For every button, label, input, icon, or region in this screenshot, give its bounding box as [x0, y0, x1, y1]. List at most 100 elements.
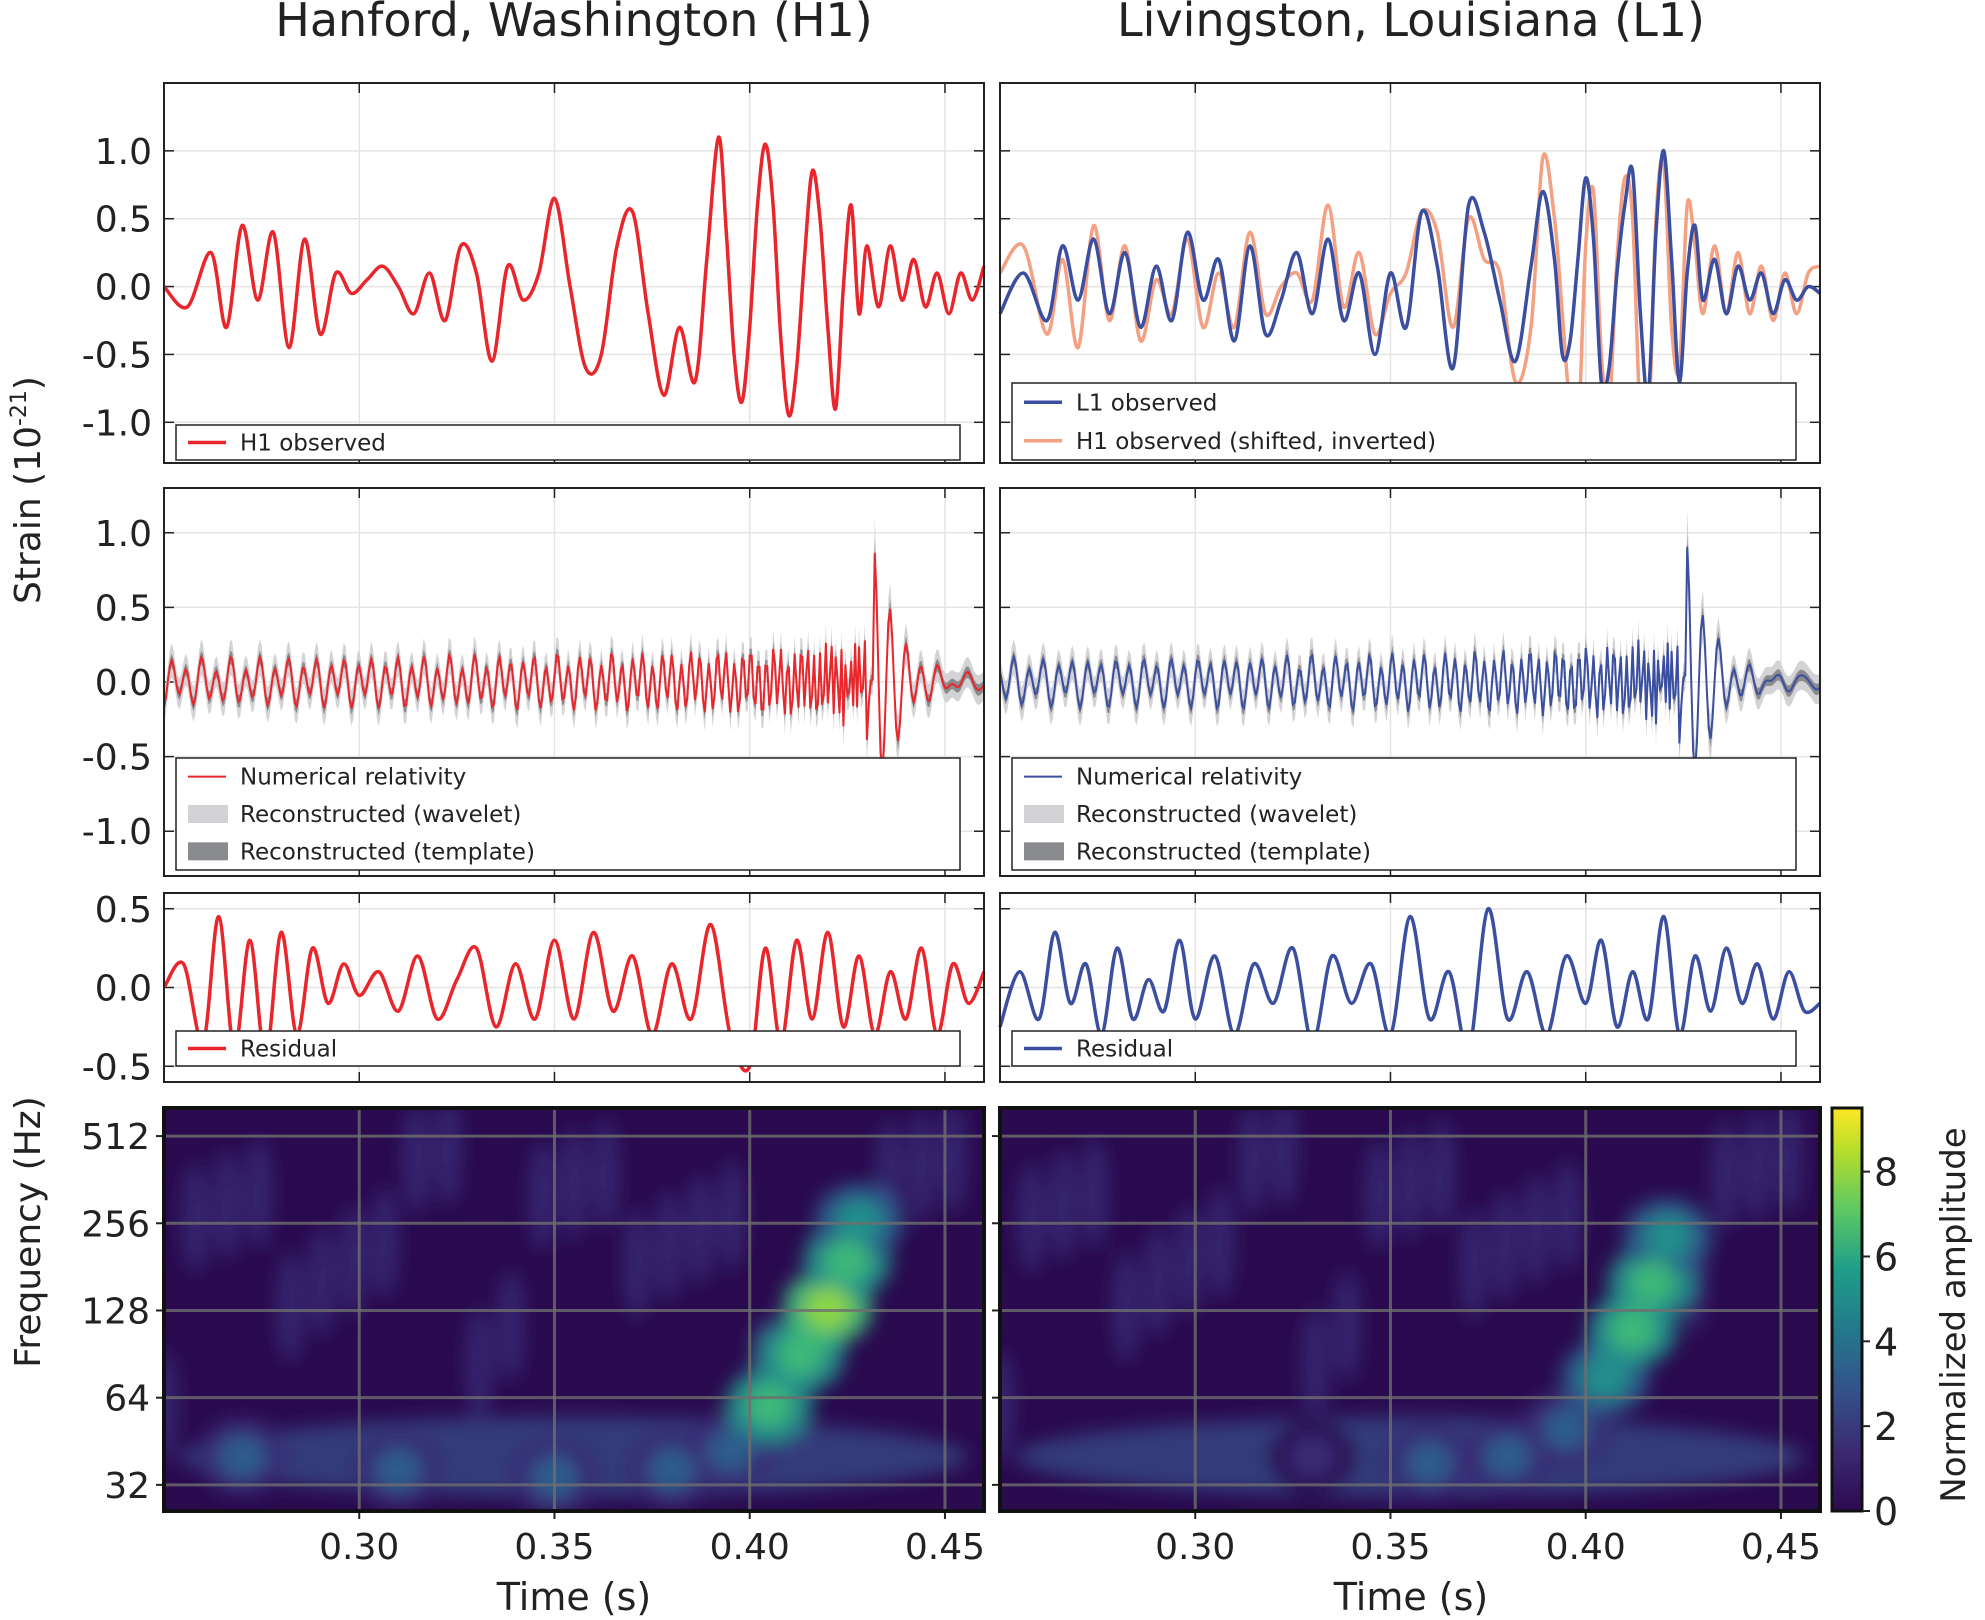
panel-l1-residual: Residual	[998, 892, 1822, 1083]
background-blob	[181, 1162, 210, 1273]
legend-label: H1 observed	[240, 431, 386, 457]
x-tick-label: 0,45	[1741, 1527, 1821, 1568]
legend-label: Reconstructed (wavelet)	[240, 802, 521, 828]
background-blob	[1000, 1350, 1014, 1461]
background-blob	[1049, 1150, 1078, 1261]
legend-label: Numerical relativity	[1076, 765, 1302, 791]
frequency-y-label: Frequency (Hz)	[8, 1096, 49, 1367]
background-blob	[1269, 1108, 1298, 1206]
spectrogram-energy	[1000, 1108, 1804, 1502]
background-blob	[654, 1190, 683, 1301]
legend-box	[175, 424, 961, 461]
background-blob	[1238, 1108, 1267, 1215]
background-blob	[496, 1271, 525, 1382]
track-core	[745, 1383, 794, 1428]
colorbar-tick-label: 8	[1874, 1151, 1898, 1195]
background-blob	[1206, 1187, 1235, 1298]
panel-frame	[999, 487, 1821, 877]
track-core	[1483, 1434, 1532, 1479]
background-blob	[465, 1308, 494, 1419]
y-tick-label: 0.0	[95, 969, 152, 1010]
track-core	[706, 1428, 755, 1473]
background-blob	[1459, 1209, 1488, 1320]
panel-frame	[163, 487, 985, 877]
track-core	[1405, 1441, 1454, 1486]
legend-swatch	[188, 805, 228, 823]
y-tick-label: 512	[81, 1117, 150, 1158]
y-tick-label: 0.5	[95, 588, 152, 629]
legend-label: H1 observed (shifted, inverted)	[1076, 429, 1436, 455]
panel-h1-spectrogram: 512 256 128 64 32 0.30 0.35 0.40 0.45	[81, 1106, 986, 1568]
y-tick-label: 32	[104, 1466, 150, 1507]
y-tick-label: 0.0	[95, 268, 152, 309]
column-title-h1: Hanford, Washington (H1)	[275, 0, 873, 47]
track-core	[1608, 1307, 1657, 1352]
background-blob	[1742, 1111, 1771, 1222]
track-core	[1288, 1434, 1337, 1479]
panel-l1-reconstructed: Numerical relativity Reconstructed (wavel…	[999, 487, 1821, 877]
background-blob	[560, 1129, 588, 1240]
legend-label: Residual	[240, 1037, 337, 1063]
background-blob	[402, 1108, 431, 1215]
panel-background	[164, 83, 984, 463]
legend-label: L1 observed	[1076, 390, 1217, 416]
background-blob	[1553, 1160, 1582, 1271]
l1-observed-line	[998, 149, 1822, 399]
column-title-l1: Livingston, Louisiana (L1)	[1117, 0, 1705, 47]
panel-frame	[163, 892, 985, 1083]
background-blob	[1080, 1138, 1109, 1249]
track-core	[823, 1238, 872, 1283]
track-core	[647, 1448, 696, 1493]
background-blob	[1396, 1129, 1424, 1240]
x-tick-label: 0.40	[1546, 1527, 1626, 1568]
background-blob	[938, 1108, 967, 1213]
background-blob	[164, 1350, 178, 1461]
background-blob	[686, 1174, 715, 1285]
background-blob	[717, 1160, 746, 1271]
panel-h1-reconstructed: 1.0 0.5 0.0 -0.5 -1.0 Numerical relativity Rec…	[82, 487, 985, 877]
background-blob	[1301, 1308, 1330, 1419]
legend-swatch	[188, 842, 228, 861]
track-core	[1628, 1260, 1677, 1305]
h1-observed-line	[162, 135, 986, 418]
background-blob	[1364, 1140, 1393, 1251]
panel-frame	[999, 892, 1821, 1083]
legend-swatch	[1024, 842, 1064, 861]
background-blob	[1711, 1120, 1740, 1231]
background-blob	[213, 1150, 242, 1261]
x-label-left: Time (s)	[496, 1575, 652, 1619]
legend-box	[1011, 1030, 1797, 1067]
colorbar-tick-label: 0	[1874, 1490, 1898, 1534]
panel-frame	[162, 1106, 986, 1513]
background-blob	[307, 1226, 336, 1337]
panels: 1.0 0.5 0.0 -0.5 -1.0 H1 observed L1 observed H…	[81, 82, 1898, 1568]
colorbar-label: Normalized amplitude	[1934, 1127, 1974, 1502]
y-tick-label: 128	[81, 1291, 150, 1332]
panel-h1-residual: 0.5 0.0 -0.5 Residual	[82, 890, 986, 1088]
panel-l1-spectrogram: 0.30 0.35 0.40 0,45	[992, 1106, 1822, 1568]
track-core	[835, 1199, 884, 1244]
colorbar-gradient	[1830, 1106, 1864, 1513]
l1-residual-line	[998, 907, 1822, 1053]
legend-swatch	[1024, 805, 1064, 823]
legend-box	[1011, 382, 1797, 461]
background-blob	[1427, 1119, 1456, 1230]
panel-l1-observed: L1 observed H1 observed (shifted, inverte…	[998, 82, 1822, 464]
legend-label: Reconstructed (wavelet)	[1076, 802, 1357, 828]
x-tick-label: 0.30	[319, 1527, 399, 1568]
background-blob	[1522, 1174, 1551, 1285]
legend-label: Residual	[1076, 1037, 1173, 1063]
background-blob	[1490, 1190, 1519, 1301]
colorbar-tick-label: 6	[1874, 1235, 1898, 1279]
y-tick-label: -0.5	[82, 738, 152, 779]
colorbar-tick-label: 4	[1874, 1320, 1898, 1364]
background-blob	[276, 1251, 305, 1362]
colorbar: 0 2 4 6 8	[1830, 1106, 1898, 1534]
track-core	[218, 1434, 267, 1479]
panel-frame	[998, 1106, 1822, 1513]
y-tick-label: 0.5	[95, 890, 152, 931]
background-blob	[433, 1108, 462, 1206]
track-core	[1643, 1214, 1692, 1259]
background-blob	[1112, 1251, 1141, 1362]
